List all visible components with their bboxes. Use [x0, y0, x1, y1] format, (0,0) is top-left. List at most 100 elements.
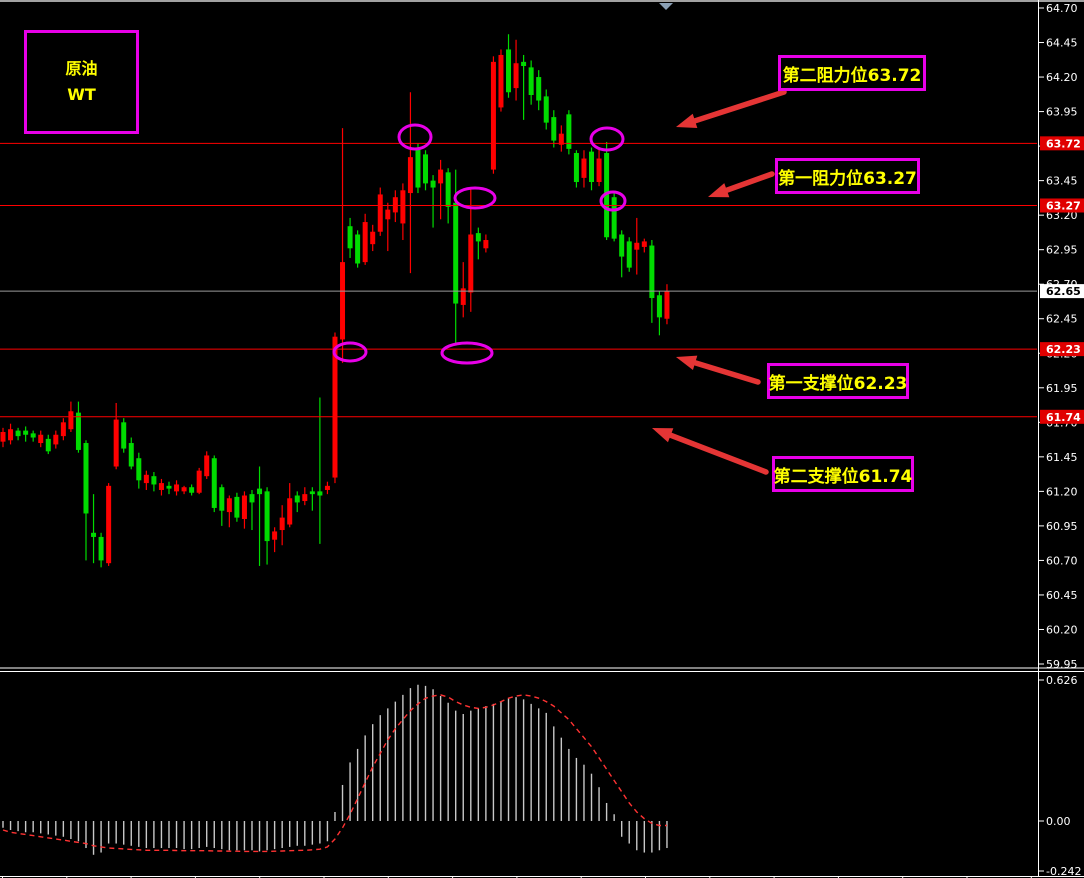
candle-body: [596, 158, 602, 183]
highlight-ellipse[interactable]: [589, 126, 625, 152]
candle-body: [664, 291, 670, 319]
pointer-arrow-shaft[interactable]: [688, 89, 787, 125]
candle-body: [445, 172, 451, 207]
candle-body: [528, 67, 534, 96]
candle-body: [302, 494, 308, 502]
level-price-tag: [1040, 342, 1084, 357]
highlight-ellipse[interactable]: [599, 190, 627, 212]
candle-body: [204, 455, 210, 477]
candle-body: [370, 231, 376, 245]
candle-body: [543, 96, 549, 123]
level-price-tag: [1040, 409, 1084, 424]
axis-label: 61.20: [1046, 485, 1078, 498]
level-price-tag: [1040, 136, 1084, 151]
candle-body: [513, 63, 519, 89]
candle-body: [106, 485, 112, 564]
candle-body: [536, 77, 542, 101]
candle-body: [128, 443, 134, 467]
candle-body: [573, 153, 579, 183]
annotation-resistance-2[interactable]: 第二阻力位63.72: [778, 55, 926, 91]
candle-body: [45, 438, 51, 452]
candle-body: [641, 241, 647, 247]
candle-body: [611, 197, 617, 239]
annotation-support-1[interactable]: 第一支撑位62.23: [767, 363, 909, 399]
candle-body: [460, 288, 466, 305]
candle-body: [309, 491, 315, 495]
highlight-ellipse[interactable]: [440, 341, 494, 365]
annotation-resistance-1[interactable]: 第一阻力位63.27: [775, 158, 920, 194]
candle-body: [347, 226, 353, 249]
axis-label: 62.45: [1046, 313, 1078, 326]
candle-body: [551, 117, 557, 141]
candle-body: [483, 240, 489, 249]
candle-body: [332, 336, 338, 478]
candle-body: [400, 190, 406, 224]
axis-label: 61.74: [1046, 411, 1081, 424]
axis-label: 63.27: [1046, 199, 1081, 212]
candle-body: [38, 434, 44, 444]
axis-label: 61.45: [1046, 451, 1078, 464]
pointer-arrow-shaft[interactable]: [664, 431, 769, 475]
candle-body: [75, 412, 81, 450]
candle-body: [226, 498, 232, 513]
candle-body: [241, 495, 247, 519]
candle-body: [626, 241, 632, 268]
pointer-arrow-head[interactable]: [676, 113, 698, 128]
axis-label: 62.65: [1046, 285, 1081, 298]
annotation-label: 第二阻力位63.72: [782, 65, 922, 86]
candle-body: [219, 487, 225, 511]
annotation-support-2[interactable]: 第二支撑位61.74: [772, 456, 914, 492]
candle-body: [234, 496, 240, 518]
axis-label: 60.20: [1046, 623, 1078, 636]
pointer-arrow-shaft[interactable]: [688, 358, 761, 385]
indicator-signal-line: [2, 694, 667, 853]
candle-body: [8, 429, 14, 441]
candle-body: [83, 443, 89, 514]
instrument-symbol: WT: [67, 85, 96, 104]
axis-label: 64.70: [1046, 2, 1078, 15]
highlight-ellipse[interactable]: [453, 186, 497, 210]
current-price-tag: [1040, 284, 1084, 299]
candle-body: [30, 433, 36, 438]
axis-label: 62.23: [1046, 343, 1081, 356]
candle-body: [589, 151, 595, 183]
candle-body: [143, 474, 149, 484]
axis-label: 63.72: [1046, 137, 1081, 150]
axis-label: 62.95: [1046, 244, 1078, 257]
candle-body: [272, 531, 278, 540]
candle-body: [649, 245, 655, 299]
candle-body: [324, 485, 330, 490]
candle-body: [136, 458, 142, 481]
candle-body: [423, 154, 429, 184]
candle-body: [498, 54, 504, 108]
candle-body: [355, 234, 361, 264]
pointer-arrow-head[interactable]: [676, 355, 698, 371]
candle-body: [317, 491, 323, 496]
candle-body: [53, 434, 59, 445]
candle-body: [468, 234, 474, 293]
candle-body: [196, 470, 202, 493]
chart-shift-marker-icon[interactable]: [659, 3, 673, 10]
pointer-arrow-head[interactable]: [652, 428, 674, 443]
indicator-histogram: [2, 684, 668, 855]
annotation-label: 第二支撑位61.74: [773, 466, 913, 487]
candle-body: [438, 169, 444, 184]
axis-label: 60.70: [1046, 554, 1078, 567]
candle-body: [91, 532, 97, 537]
candle-body: [23, 430, 29, 435]
candle-body: [279, 517, 285, 531]
highlight-ellipse[interactable]: [397, 123, 433, 151]
candle-body: [362, 222, 368, 263]
candle-body: [581, 158, 587, 178]
instrument-label-box[interactable]: 原油 WT: [24, 30, 139, 134]
candle-body: [490, 61, 496, 170]
candle-body: [407, 157, 413, 194]
candle-body: [166, 485, 172, 489]
pointer-arrow-shaft[interactable]: [720, 171, 775, 195]
annotation-label: 第一支撑位62.23: [768, 373, 908, 394]
highlight-ellipse[interactable]: [332, 341, 368, 363]
candle-body: [392, 197, 398, 213]
pointer-arrow-head[interactable]: [708, 183, 730, 198]
